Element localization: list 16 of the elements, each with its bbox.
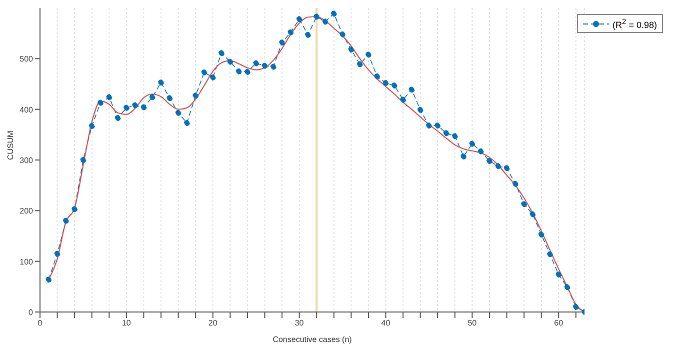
x-tick-label: 20 [208,318,218,328]
legend-label: (R$^{2}$ = 0.98) [612,17,657,30]
x-tick-label: 30 [294,318,304,328]
x-tick-label: 60 [554,318,564,328]
y-tick-label: 500 [20,54,34,64]
y-tick-label: 200 [20,206,34,216]
y-tick-label: 100 [20,257,34,266]
x-tick-label: 40 [381,318,391,328]
y-axis-title: CUSUM [6,130,15,160]
x-tick-label: 10 [122,318,132,328]
x-axis-title: Consecutive cases (n) [272,335,352,344]
y-tick-label: 400 [20,105,34,114]
x-tick-label: 50 [468,318,478,328]
y-tick-label: 300 [20,156,34,165]
x-tick-label: 0 [38,318,43,328]
y-tick-label: 0 [28,308,34,317]
